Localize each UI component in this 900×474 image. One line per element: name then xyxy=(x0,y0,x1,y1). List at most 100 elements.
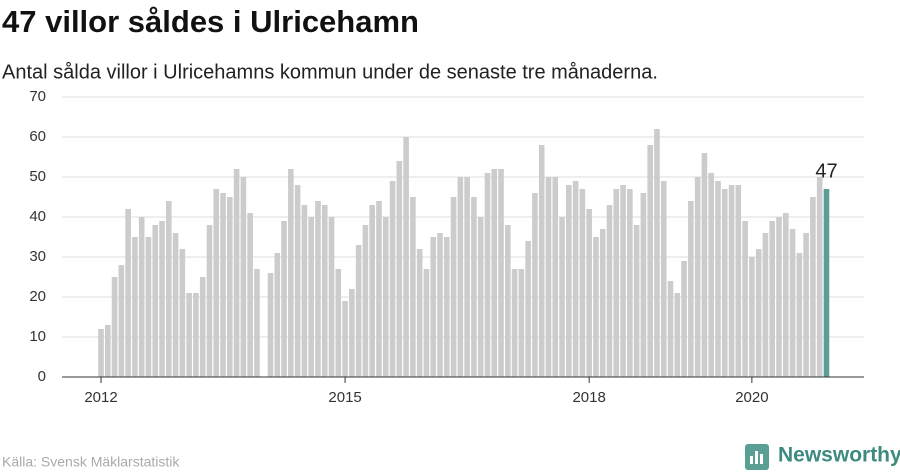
bar xyxy=(708,173,714,377)
bar xyxy=(199,277,206,377)
chart-subtitle: Antal sålda villor i Ulricehamns kommun … xyxy=(2,61,658,83)
bar xyxy=(104,325,111,377)
bar xyxy=(498,169,504,377)
bar xyxy=(443,237,450,377)
bar xyxy=(749,257,755,377)
bar xyxy=(654,129,660,377)
bar xyxy=(721,189,728,377)
bar xyxy=(450,197,457,377)
bar xyxy=(572,181,579,377)
bar xyxy=(640,193,647,377)
bar xyxy=(633,225,640,377)
bar xyxy=(674,293,681,377)
source: Källa: Svensk Mäklarstatistik xyxy=(2,454,180,470)
bar xyxy=(681,261,687,377)
bar xyxy=(586,209,592,377)
bar xyxy=(396,161,403,377)
bar xyxy=(186,293,192,377)
bar xyxy=(376,201,382,377)
value-label: 47 xyxy=(815,160,837,182)
bar xyxy=(247,213,253,377)
bar xyxy=(267,273,274,377)
bar xyxy=(233,169,240,377)
bar xyxy=(647,145,653,377)
bar xyxy=(111,277,118,377)
bar xyxy=(382,217,389,377)
bar xyxy=(545,177,552,377)
bar xyxy=(430,237,437,377)
bar xyxy=(606,205,613,377)
y-tick-label: 10 xyxy=(29,328,46,345)
logo-bar xyxy=(760,454,763,464)
bar xyxy=(518,269,525,377)
bar xyxy=(660,181,667,377)
bar xyxy=(810,197,816,377)
bar xyxy=(715,181,721,377)
bar xyxy=(823,189,830,377)
bar xyxy=(620,185,626,377)
brand-logo: Newsworthy xyxy=(745,444,900,470)
bar xyxy=(166,201,172,377)
bar xyxy=(511,269,518,377)
y-tick-label: 50 xyxy=(29,168,46,185)
bar xyxy=(179,249,186,377)
y-tick-label: 60 xyxy=(29,128,46,145)
bar xyxy=(593,237,599,377)
bar xyxy=(98,329,104,377)
bar xyxy=(349,289,355,377)
bar xyxy=(423,269,430,377)
bar xyxy=(281,221,287,377)
bar xyxy=(362,225,369,377)
brand: Newsworthy xyxy=(778,444,900,467)
bar xyxy=(321,205,328,377)
x-tick-label: 2018 xyxy=(572,389,605,406)
bar xyxy=(627,189,633,377)
bar xyxy=(484,173,491,377)
bar xyxy=(369,205,375,377)
bar xyxy=(172,233,179,377)
bar xyxy=(694,177,701,377)
y-tick-label: 40 xyxy=(29,208,46,225)
bar xyxy=(491,169,498,377)
bar xyxy=(803,233,809,377)
logo-bar xyxy=(750,456,753,464)
bar xyxy=(755,249,762,377)
y-tick-label: 0 xyxy=(38,368,46,385)
y-tick-label: 20 xyxy=(29,288,46,305)
bar xyxy=(559,217,565,377)
bar xyxy=(328,217,335,377)
bar xyxy=(566,185,572,377)
bar xyxy=(240,177,247,377)
bar xyxy=(471,197,477,377)
bar xyxy=(796,253,803,377)
bar xyxy=(301,205,308,377)
bar xyxy=(599,229,606,377)
bar xyxy=(782,213,789,377)
bar xyxy=(464,177,470,377)
bar xyxy=(613,189,620,377)
bar xyxy=(227,197,233,377)
bar xyxy=(437,233,443,377)
bar xyxy=(457,177,464,377)
bar xyxy=(159,221,165,377)
bar xyxy=(138,217,145,377)
bar xyxy=(762,233,769,377)
bar xyxy=(220,193,226,377)
bar xyxy=(410,197,416,377)
bar xyxy=(213,189,220,377)
bar xyxy=(776,217,782,377)
y-tick-label: 70 xyxy=(29,88,46,105)
bar xyxy=(315,201,321,377)
x-tick-label: 2020 xyxy=(735,389,768,406)
chart-title: 47 villor såldes i Ulricehamn xyxy=(2,4,419,39)
bar xyxy=(742,221,748,377)
bar xyxy=(532,193,538,377)
bar xyxy=(728,185,735,377)
bar xyxy=(254,269,260,377)
bar xyxy=(769,221,776,377)
bar xyxy=(552,177,559,377)
bar xyxy=(355,245,362,377)
bar xyxy=(335,269,342,377)
bar xyxy=(403,137,409,377)
